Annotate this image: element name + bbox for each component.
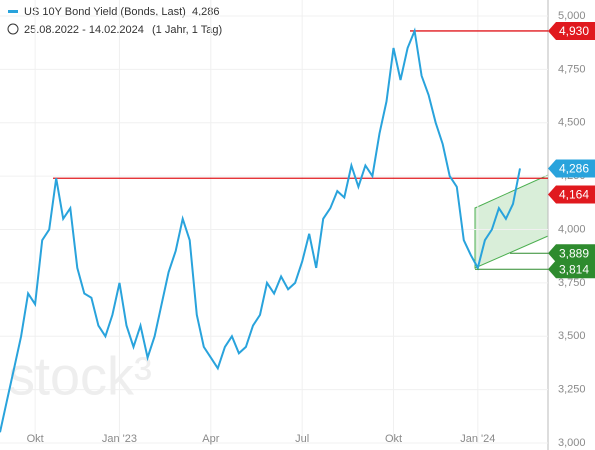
date-range: 25.08.2022 - 14.02.2024 [24,24,144,36]
price-tag [548,159,595,178]
y-tick-label: 5,000 [558,10,586,22]
clock-icon [7,23,19,35]
x-tick-label: Okt [385,433,402,445]
period: (1 Jahr, 1 Tag) [152,24,222,36]
price-tag-label: 3,889 [559,246,589,260]
price-tag [548,244,595,263]
x-tick-label: Okt [27,433,44,445]
y-tick-label: 3,250 [558,384,586,396]
y-tick-label: 3,000 [558,437,586,449]
price-tag-label: 4,286 [559,162,589,176]
trend-channel [474,174,549,269]
price-tag [548,21,595,40]
price-tag [548,185,595,204]
y-tick-label: 4,500 [558,117,586,129]
chart-title: US 10Y Bond Yield (Bonds, Last) [24,6,186,18]
price-tag [548,260,595,279]
x-tick-label: Jul [295,433,309,445]
legend-swatch [8,10,18,13]
price-tag-label: 4,930 [559,24,589,38]
y-tick-label: 3,500 [558,330,586,342]
watermark: stock³ [8,346,152,406]
price-tag-label: 3,814 [559,262,589,276]
y-tick-label: 4,750 [558,63,586,75]
x-tick-label: Jan '23 [102,433,137,445]
y-tick-label: 3,750 [558,277,586,289]
series-line [0,27,521,433]
price-tag-label: 4,164 [559,188,589,202]
last-value: 4,286 [192,6,220,18]
x-tick-label: Apr [202,433,219,445]
x-tick-label: Jan '24 [460,433,495,445]
y-tick-label: 4,000 [558,223,586,235]
